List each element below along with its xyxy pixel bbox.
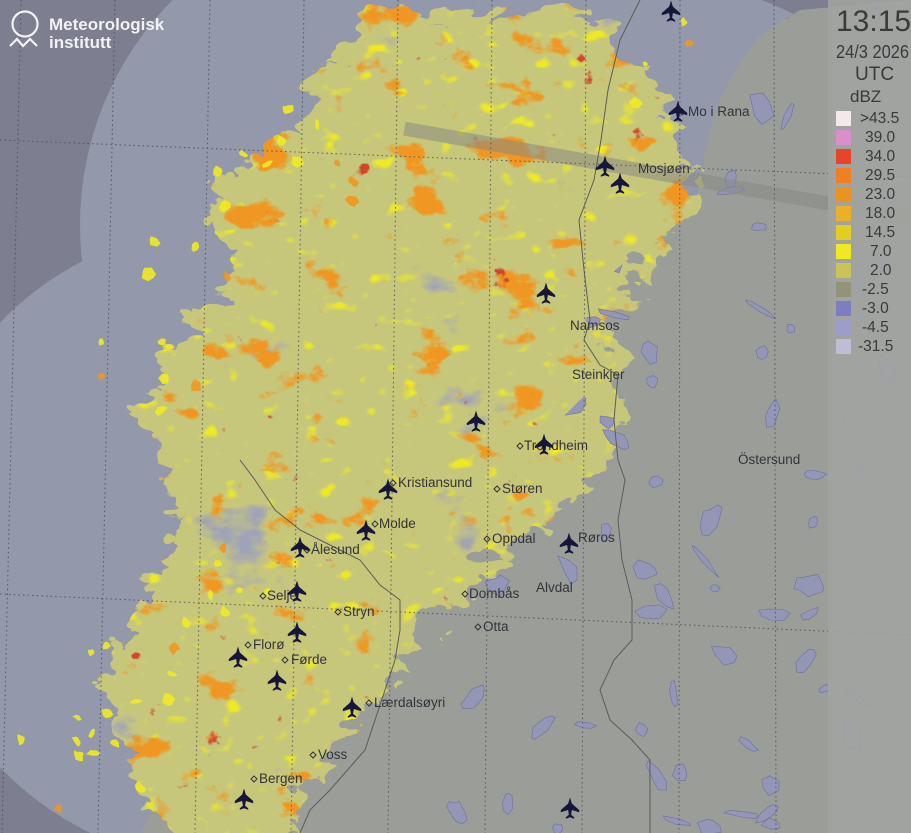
svg-text:23.0: 23.0	[865, 186, 896, 203]
svg-text:Trondheim: Trondheim	[524, 438, 588, 453]
svg-text:Steinkjer: Steinkjer	[572, 367, 625, 382]
svg-text:Bergen: Bergen	[259, 771, 303, 786]
svg-text:-2.5: -2.5	[862, 281, 889, 298]
svg-text:-4.5: -4.5	[862, 319, 889, 336]
svg-text:29.5: 29.5	[865, 167, 895, 184]
svg-text:Støren: Støren	[502, 481, 543, 496]
svg-text:13:15: 13:15	[836, 5, 911, 38]
svg-text:Otta: Otta	[483, 619, 509, 634]
svg-text:Voss: Voss	[318, 747, 348, 762]
svg-text:Mo i Rana: Mo i Rana	[688, 104, 750, 119]
svg-text:Florø: Florø	[253, 637, 285, 652]
svg-text:2.0: 2.0	[870, 262, 892, 279]
svg-text:34.0: 34.0	[865, 148, 896, 165]
svg-text:14.5: 14.5	[865, 224, 895, 241]
svg-text:39.0: 39.0	[865, 129, 896, 146]
svg-text:Molde: Molde	[379, 516, 416, 531]
svg-text:Mosjøen: Mosjøen	[638, 161, 690, 176]
svg-text:Ålesund: Ålesund	[311, 542, 360, 557]
svg-text:>43.5: >43.5	[860, 110, 899, 127]
svg-text:7.0: 7.0	[870, 243, 892, 260]
svg-text:-31.5: -31.5	[858, 338, 893, 355]
svg-text:-3.0: -3.0	[862, 300, 889, 317]
svg-text:Alvdal: Alvdal	[536, 580, 573, 595]
svg-text:dBZ: dBZ	[850, 87, 881, 106]
svg-text:Oppdal: Oppdal	[492, 531, 536, 546]
svg-text:Dombås: Dombås	[469, 586, 520, 601]
svg-text:24/3 2026: 24/3 2026	[836, 42, 909, 62]
svg-text:Namsos: Namsos	[570, 318, 620, 333]
svg-text:Røros: Røros	[578, 530, 615, 545]
svg-text:institutt: institutt	[49, 33, 112, 52]
svg-text:UTC: UTC	[855, 64, 894, 85]
svg-text:Meteorologisk: Meteorologisk	[49, 15, 165, 34]
svg-text:Lærdalsøyri: Lærdalsøyri	[374, 695, 445, 710]
svg-text:18.0: 18.0	[865, 205, 896, 222]
svg-text:Stryn: Stryn	[343, 604, 375, 619]
svg-text:Östersund: Östersund	[738, 452, 800, 467]
svg-text:Kristiansund: Kristiansund	[398, 475, 472, 490]
svg-text:Førde: Førde	[291, 652, 327, 667]
